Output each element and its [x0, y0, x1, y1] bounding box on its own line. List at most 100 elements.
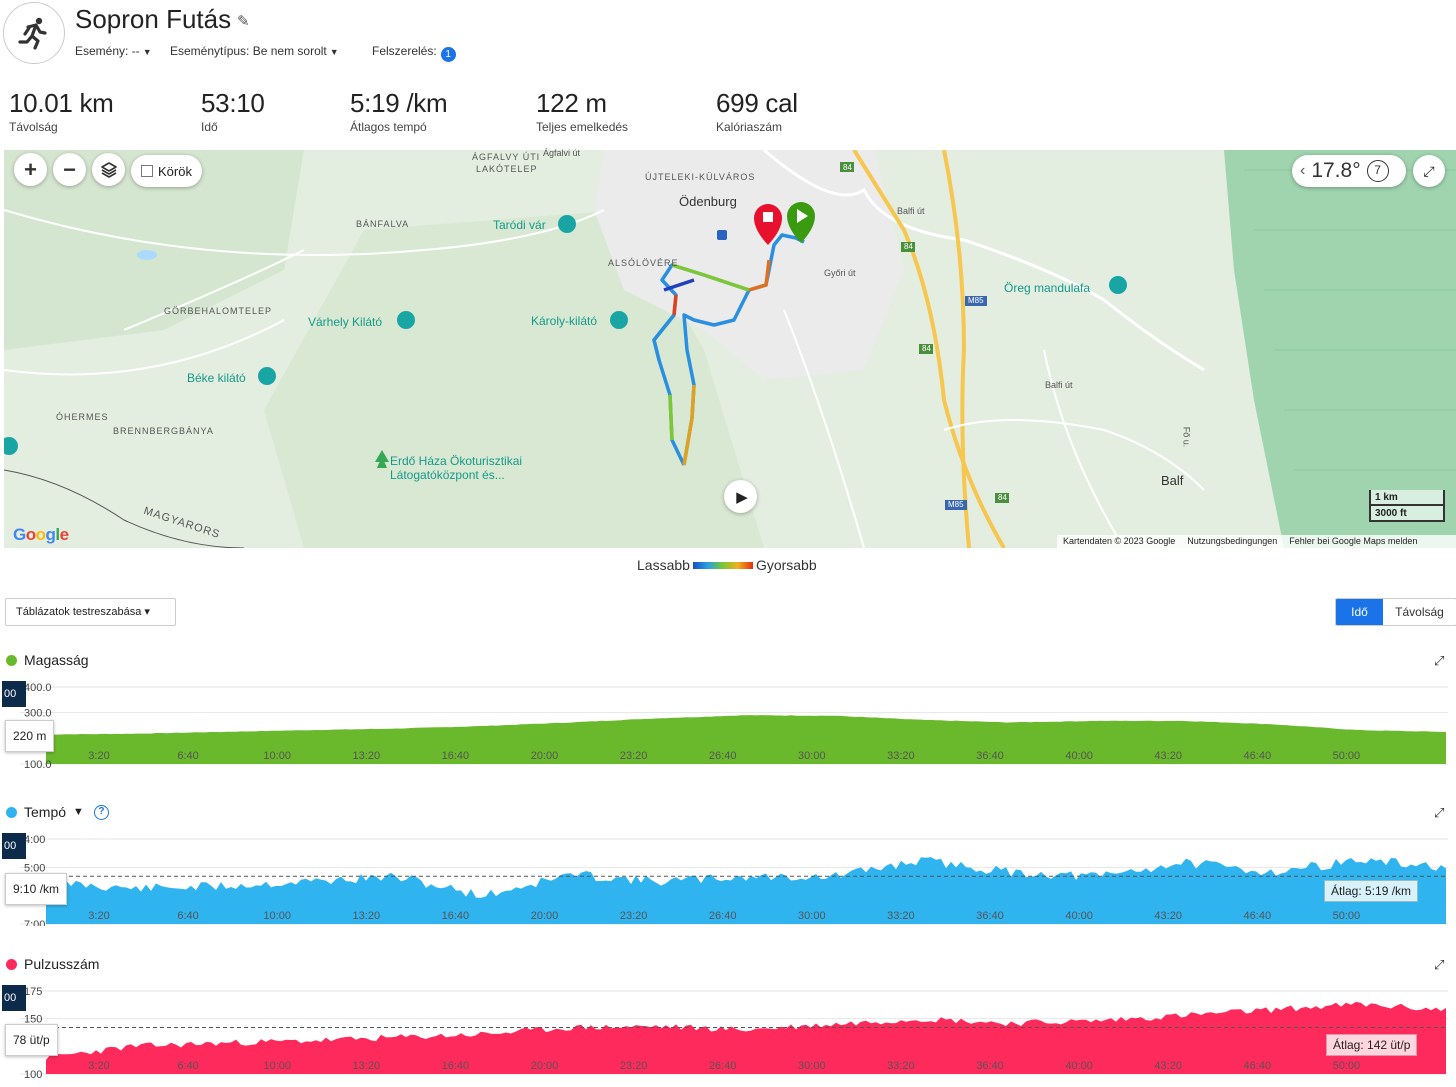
- pace-chart[interactable]: 4:00 5:00 7:00 3:20 6:40 10:00 13:20 16:40 20:00…: [0, 830, 1456, 926]
- map-label-lakotelep: LAKÓTELEP: [476, 164, 538, 174]
- map-label-beke: Béke kilátó: [187, 371, 246, 385]
- x-tick-label: 40:00: [1065, 1060, 1093, 1072]
- distance-toggle[interactable]: Távolság: [1395, 605, 1444, 619]
- x-tick-label: 36:40: [976, 750, 1004, 762]
- map-label-oreg: Öreg mandulafa: [1004, 281, 1091, 295]
- x-tick-label: 36:40: [976, 1060, 1004, 1072]
- x-tick-label: 30:00: [798, 750, 826, 762]
- tooltip-marker: 00: [2, 681, 26, 707]
- m85-shield: M85: [948, 500, 964, 509]
- route-84-shield: 84: [922, 344, 931, 353]
- x-tick-label: 16:40: [442, 910, 470, 922]
- laps-checkbox[interactable]: Körök: [131, 155, 202, 187]
- caret-down-icon: ▾: [144, 606, 150, 618]
- stat-label: Idő: [201, 120, 218, 134]
- x-tick-label: 23:20: [620, 1060, 648, 1072]
- pencil-edit-icon[interactable]: ✎: [237, 13, 250, 30]
- x-tick-label: 10:00: [263, 910, 291, 922]
- data-area: [46, 715, 1446, 764]
- y-tick-label: 175: [24, 986, 42, 998]
- report-error-link[interactable]: Fehler bei Google Maps melden: [1289, 536, 1418, 546]
- y-tick-label: 4:00: [24, 834, 45, 846]
- x-tick-label: 20:00: [531, 750, 559, 762]
- m85-shield: M85: [968, 296, 984, 305]
- x-tick-label: 16:40: [442, 750, 470, 762]
- chevron-left-icon[interactable]: ‹: [1300, 162, 1306, 179]
- x-tick-label: 46:40: [1244, 910, 1272, 922]
- map-label-fo-u: Fő u.: [1181, 426, 1192, 448]
- help-icon[interactable]: ?: [93, 804, 109, 820]
- weather-widget[interactable]: ‹ 17.8° 7: [1292, 155, 1406, 187]
- gear-count-badge[interactable]: 1: [440, 47, 456, 62]
- stat-distance: 10.01 km Távolság: [9, 88, 114, 134]
- x-tick-label: 26:40: [709, 750, 737, 762]
- map-label-agfalvi-ut: Ágfalvi út: [543, 148, 581, 158]
- laps-label: Körök: [158, 163, 192, 179]
- event-type-dropdown[interactable]: Eseménytípus: Be nem sorolt ▼: [170, 44, 339, 58]
- x-tick-label: 13:20: [353, 1060, 381, 1072]
- expand-icon[interactable]: ⤢: [1434, 653, 1445, 668]
- route-map[interactable]: [4, 150, 1456, 548]
- fullscreen-icon[interactable]: ⤢: [1413, 155, 1445, 187]
- elevation-chart-title: Magasság: [6, 652, 89, 668]
- map-label-erdo-2: Látogatóközpont és...: [390, 468, 505, 482]
- series-dot: [6, 654, 17, 666]
- zoom-in-button[interactable]: +: [14, 153, 47, 186]
- checkbox-icon[interactable]: [141, 165, 153, 177]
- x-tick-label: 3:20: [88, 910, 109, 922]
- expand-icon[interactable]: ⤢: [1434, 957, 1445, 972]
- temperature: 17.8°: [1311, 159, 1361, 182]
- tooltip-marker: 00: [2, 985, 26, 1011]
- map-label-ohermes: ÓHERMES: [56, 412, 109, 422]
- map-label-balf: Balf: [1161, 473, 1184, 488]
- stat-value: 122 m: [536, 88, 607, 118]
- scale-km: 1 km: [1369, 490, 1445, 506]
- activity-title[interactable]: Sopron Futás: [75, 4, 232, 34]
- pace-average-label: Átlag: 5:19 /km: [1324, 880, 1419, 902]
- map-label-banfalva: BÁNFALVA: [356, 219, 410, 229]
- x-tick-label: 23:20: [620, 750, 648, 762]
- customize-charts-dropdown[interactable]: Táblázatok testreszabása ▾: [5, 598, 176, 626]
- x-tick-label: 33:20: [887, 1060, 915, 1072]
- map-background: [4, 150, 1456, 548]
- stat-value: 10.01 km: [9, 88, 114, 118]
- map-data-credit: Kartendaten © 2023 Google: [1063, 536, 1176, 546]
- terms-link[interactable]: Nutzungsbedingungen: [1187, 536, 1278, 546]
- series-dot: [6, 806, 17, 818]
- customize-label: Táblázatok testreszabása: [16, 606, 142, 618]
- caret-down-icon: ▼: [142, 47, 152, 57]
- play-icon[interactable]: ▶: [724, 480, 757, 513]
- tooltip-marker: 00: [2, 833, 26, 859]
- elevation-chart[interactable]: 400.0 300.0 100.0 3:20 6:40 10:00 13:20 16:40 20…: [0, 678, 1456, 768]
- map-label-balfi: Balfi út: [897, 206, 925, 216]
- map-label-agfalvy: ÁGFALVY ÚTI: [472, 152, 541, 162]
- event-type-label: Eseménytípus: Be nem sorolt: [170, 44, 327, 58]
- y-tick-label: 5:00: [24, 862, 45, 874]
- layers-icon[interactable]: [92, 153, 125, 186]
- y-tick-label: 300.0: [24, 708, 52, 720]
- hr-title-text: Pulzusszám: [24, 956, 100, 972]
- expand-icon[interactable]: ⤢: [1434, 805, 1445, 820]
- data-area: [46, 857, 1446, 924]
- heart-rate-chart[interactable]: 175 150 100 3:20 6:40 10:00 13:20 16:40 20:00 23:…: [0, 982, 1456, 1082]
- event-dropdown[interactable]: Esemény: -- ▼: [75, 44, 152, 58]
- x-tick-label: 20:00: [531, 910, 559, 922]
- x-tick-label: 23:20: [620, 910, 648, 922]
- x-axis-toggle[interactable]: Idő Távolság: [1335, 598, 1456, 626]
- map-label-karoly: Károly-kilátó: [531, 314, 598, 328]
- zoom-out-button[interactable]: −: [53, 153, 86, 186]
- gear-field[interactable]: Felszerelés: 1: [372, 44, 456, 62]
- x-tick-label: 50:00: [1333, 750, 1361, 762]
- x-tick-label: 46:40: [1244, 750, 1272, 762]
- time-toggle[interactable]: Idő: [1336, 599, 1383, 625]
- x-tick-label: 6:40: [177, 1060, 198, 1072]
- x-tick-label: 43:20: [1154, 1060, 1182, 1072]
- y-tick-label: 7:00: [24, 919, 45, 926]
- map-label-ujteleki: ÚJTELEKI-KÜLVÁROS: [645, 172, 756, 182]
- x-tick-label: 10:00: [263, 1060, 291, 1072]
- elevation-tooltip: 220 m: [5, 720, 55, 752]
- data-area: [46, 1001, 1446, 1074]
- caret-down-icon[interactable]: ▼: [73, 806, 84, 818]
- route-84-shield: 84: [904, 242, 913, 251]
